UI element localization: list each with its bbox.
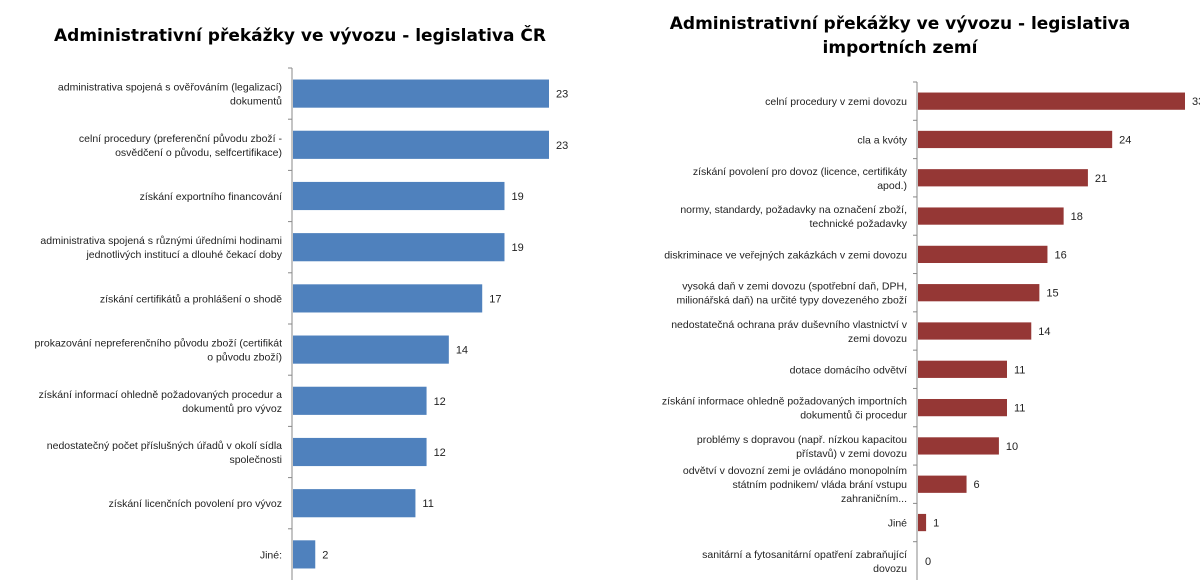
data-label: 14 xyxy=(1038,326,1050,338)
bar xyxy=(918,475,967,493)
chart-import: Administrativní překážky ve vývozu - leg… xyxy=(600,0,1200,583)
data-label: 21 xyxy=(1095,173,1107,185)
category-label: nedostatečný počet příslušných úřadů v o… xyxy=(47,440,282,466)
category-label: celní procedury v zemi dovozu xyxy=(765,96,907,108)
category-label: administrativa spojená s různými úředním… xyxy=(40,235,282,261)
data-label: 23 xyxy=(556,89,568,101)
bar xyxy=(293,540,316,569)
data-label: 24 xyxy=(1119,134,1131,146)
data-label: 10 xyxy=(1006,441,1018,453)
data-label: 19 xyxy=(511,191,523,203)
bar xyxy=(918,437,999,455)
bar xyxy=(293,284,483,313)
category-label: získání licenčních povolení pro vývoz xyxy=(109,498,282,510)
category-label: problémy s dopravou (např. nízkou kapaci… xyxy=(697,434,907,460)
data-label: 12 xyxy=(434,447,446,459)
bar xyxy=(918,398,1007,417)
bar xyxy=(918,169,1088,187)
category-label: prokazování nepreferenčního původu zboží… xyxy=(35,338,283,364)
category-label: odvětví v dovozní zemi je ovládáno monop… xyxy=(683,465,907,505)
data-label: 33 xyxy=(1192,96,1200,108)
category-label: diskriminace ve veřejných zakázkách v ze… xyxy=(664,249,907,261)
bar xyxy=(293,79,549,108)
data-label: 17 xyxy=(489,293,501,305)
data-label: 1 xyxy=(933,518,939,530)
bar xyxy=(293,437,427,467)
data-label: 12 xyxy=(434,396,446,408)
bar xyxy=(293,386,427,415)
category-label: administrativa spojená s ověřováním (leg… xyxy=(58,82,282,108)
category-label: nedostatečná ochrana práv duševního vlas… xyxy=(671,319,908,345)
category-label: získání exportního financování xyxy=(140,191,283,203)
chart-cr: Administrativní překážky ve vývozu - leg… xyxy=(35,26,568,580)
bar xyxy=(293,233,505,262)
data-label: 11 xyxy=(1014,403,1025,415)
bar xyxy=(918,245,1048,264)
data-label: 23 xyxy=(556,140,568,152)
category-label: celní procedury (preferenční původu zbož… xyxy=(79,133,283,159)
bar xyxy=(918,207,1064,225)
data-label: 6 xyxy=(974,479,980,491)
bar xyxy=(293,489,416,518)
bar xyxy=(918,130,1113,149)
category-label: získání certifikátů a prohlášení o shodě xyxy=(100,293,282,305)
category-label: dotace domácího odvětví xyxy=(790,364,907,376)
data-label: 2 xyxy=(322,549,328,561)
category-label: získání informace ohledně požadovaných i… xyxy=(662,396,908,422)
bar-chart-cr: 23 administrativa spojená s ověřováním (l… xyxy=(35,67,568,580)
bar xyxy=(918,360,1007,378)
category-label: vysoká daň v zemi dovozu (spotřební daň,… xyxy=(676,281,907,307)
data-label: 11 xyxy=(1014,364,1025,376)
category-label: Jiné xyxy=(888,518,907,530)
bar xyxy=(293,335,449,364)
data-label: 19 xyxy=(511,242,523,254)
data-label: 14 xyxy=(456,345,468,357)
data-label: 18 xyxy=(1071,211,1083,223)
bar xyxy=(918,92,1185,110)
bar xyxy=(293,181,505,211)
bar xyxy=(918,284,1040,302)
category-label: získání povolení pro dovoz (licence, cer… xyxy=(693,166,908,192)
category-label: sanitární a fytosanitární opatření zabra… xyxy=(702,549,907,575)
bar xyxy=(918,513,927,532)
chart-title: Administrativní překážky ve vývozu - leg… xyxy=(669,14,1131,58)
data-label: 11 xyxy=(422,498,433,510)
bar-chart-import: 33 celní procedury v zemi dovozu 24 cla a k… xyxy=(662,81,1200,580)
chart-title: Administrativní překážky ve vývozu - leg… xyxy=(54,26,546,46)
data-label: 16 xyxy=(1054,249,1066,261)
data-label: 0 xyxy=(925,556,931,568)
category-label: cla a kvóty xyxy=(857,134,907,146)
category-label: normy, standardy, požadavky na označení … xyxy=(680,204,907,230)
data-label: 15 xyxy=(1046,288,1058,300)
category-label: získání informací ohledně požadovaných p… xyxy=(39,389,283,415)
bar xyxy=(918,322,1032,340)
bar xyxy=(293,130,549,159)
category-label: Jiné: xyxy=(260,549,282,561)
